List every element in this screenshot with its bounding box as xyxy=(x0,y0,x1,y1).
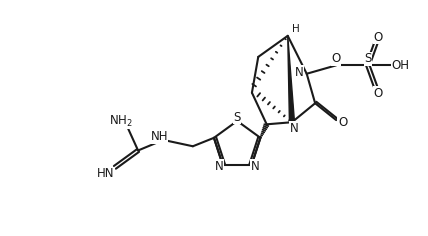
Text: O: O xyxy=(374,31,383,44)
Text: OH: OH xyxy=(392,59,410,72)
Text: N: N xyxy=(295,66,303,79)
Polygon shape xyxy=(288,36,294,122)
Text: N: N xyxy=(290,122,298,135)
Text: NH: NH xyxy=(150,130,168,143)
Text: S: S xyxy=(234,111,241,124)
Text: O: O xyxy=(338,116,347,129)
Text: O: O xyxy=(374,87,383,100)
Text: N: N xyxy=(251,160,260,173)
Text: S: S xyxy=(364,52,372,66)
Text: NH$_2$: NH$_2$ xyxy=(109,114,133,129)
Text: N: N xyxy=(215,160,223,173)
Text: HN: HN xyxy=(97,167,114,180)
Text: O: O xyxy=(332,52,341,66)
Text: H: H xyxy=(292,25,300,34)
